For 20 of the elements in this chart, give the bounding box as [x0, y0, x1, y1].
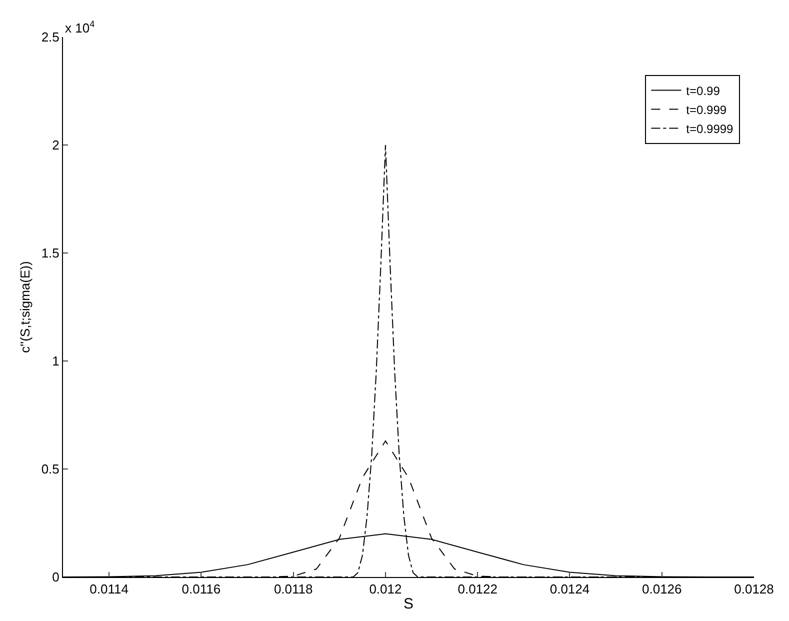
x-tick-label: 0.0114 [90, 582, 128, 597]
legend-label: t=0.9999 [686, 122, 734, 136]
x-tick-label: 0.0126 [642, 582, 682, 597]
y-tick-label: 0 [52, 570, 60, 585]
x-tick-label: 0.0118 [274, 582, 313, 597]
y-tick-label: 0.5 [41, 462, 60, 477]
x-axis-title: S [403, 596, 414, 613]
y-tick-label: 1.5 [41, 246, 60, 261]
legend-label: t=0.999 [686, 102, 727, 117]
y-tick-label: 2 [52, 138, 60, 153]
y-axis-title: c''(S,t;sigma(E)) [17, 261, 32, 353]
x-tick-label: 0.0124 [550, 582, 590, 597]
x-tick-label: 0.0116 [182, 582, 221, 597]
x-tick-label: 0.0122 [458, 582, 498, 597]
x-tick-label: 0.0128 [734, 582, 774, 597]
y-tick-label: 2.5 [41, 30, 60, 45]
y-tick-label: 1 [52, 354, 60, 369]
text: x 10$^{4}$ [65, 19, 95, 36]
x-tick-label: 0.012 [369, 582, 402, 597]
legend-label: t=0.99 [686, 84, 720, 98]
